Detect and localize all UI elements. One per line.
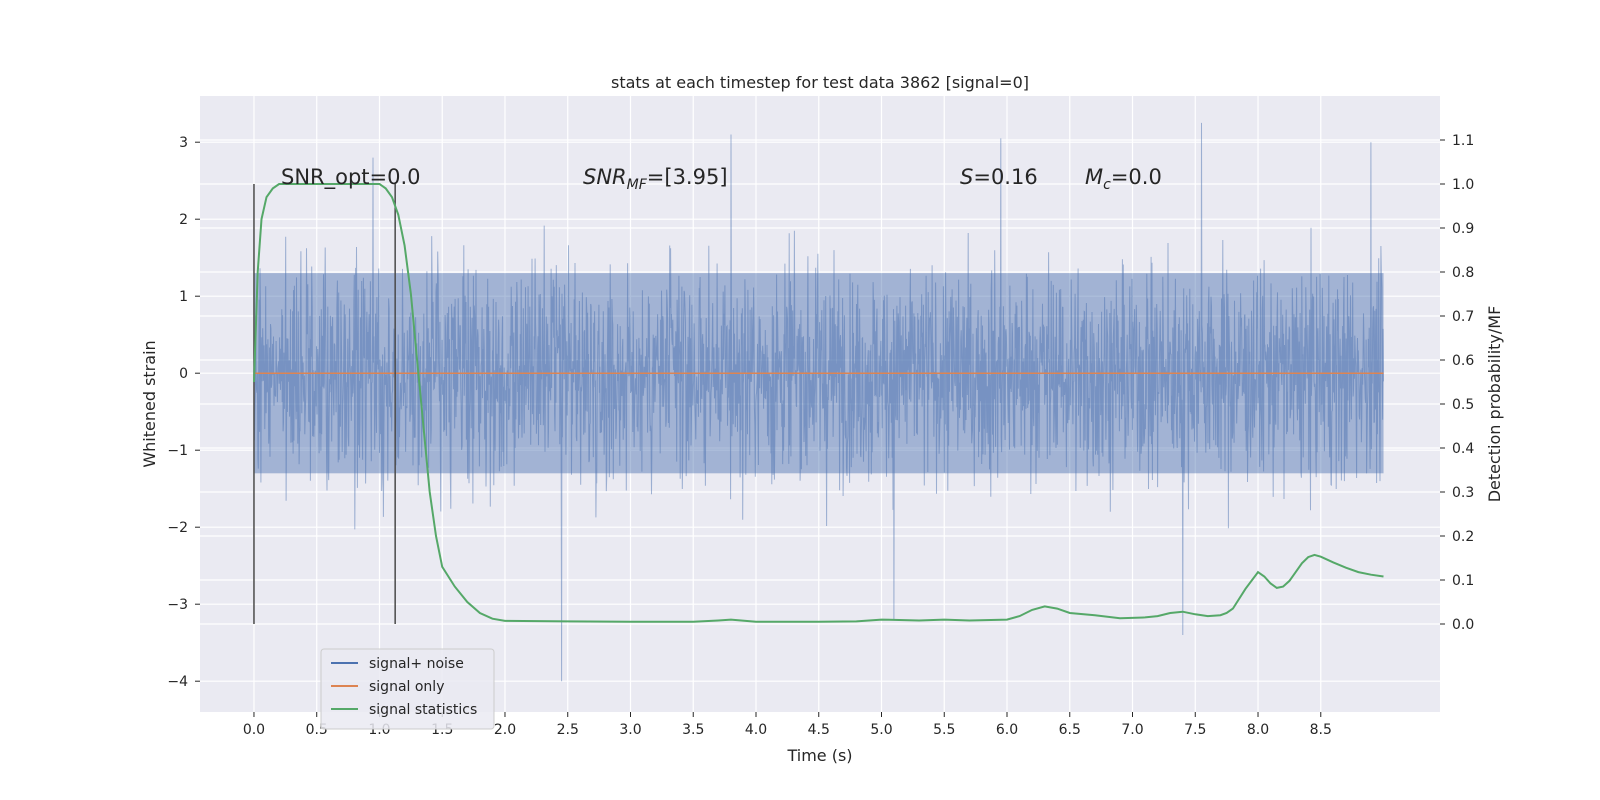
- y2-tick-label: 0.5: [1452, 397, 1474, 413]
- x-axis-label: Time (s): [786, 746, 852, 765]
- annotation-s-value: =0.16: [973, 165, 1037, 189]
- series-signal-statistics: [253, 183, 1384, 623]
- y-tick-label: −4: [167, 674, 188, 690]
- x-tick-label: 0.0: [243, 722, 265, 738]
- y-tick-label: 0: [179, 366, 188, 382]
- legend-label-signal-only: signal only: [369, 679, 444, 695]
- legend-box: [320, 648, 495, 730]
- annotation-mc-value: =0.0: [1111, 165, 1162, 189]
- y2-tick-label: 0.9: [1452, 221, 1474, 237]
- chart-title: stats at each timestep for test data 386…: [611, 73, 1029, 92]
- annotation-snr-mf-value: =[3.95]: [647, 165, 728, 189]
- x-tick-label: 6.0: [996, 722, 1018, 738]
- annotation-mc-subscript: c: [1103, 177, 1111, 193]
- x-tick-label: 2.5: [557, 722, 579, 738]
- annotation-snr-mf: SNRMF=[3.95]: [583, 165, 728, 193]
- x-tick-label: 6.5: [1059, 722, 1081, 738]
- y-tick-label: −2: [167, 520, 188, 536]
- y2-tick-label: 0.4: [1452, 441, 1474, 457]
- x-tick-label: 7.5: [1184, 722, 1206, 738]
- x-tick-label: 4.5: [808, 722, 830, 738]
- y-axis-left: −4 −3 −2 −1 0 1 2 3: [167, 135, 200, 690]
- legend-label-signal-noise: signal+ noise: [369, 656, 464, 672]
- annotation-snr-mf-symbol: SNR: [583, 165, 627, 189]
- y2-tick-label: 1.1: [1452, 133, 1474, 149]
- y2-axis-label: Detection probability/MF: [1485, 306, 1504, 503]
- x-tick-label: 3.5: [682, 722, 704, 738]
- y2-tick-label: 0.2: [1452, 529, 1474, 545]
- x-tick-label: 2.0: [494, 722, 516, 738]
- y2-tick-label: 1.0: [1452, 177, 1474, 193]
- x-tick-label: 5.0: [870, 722, 892, 738]
- y-axis-right: 0.0 0.1 0.2 0.3 0.4 0.5 0.6 0.7 0.8 0.9 1.0 1.1: [1440, 133, 1474, 633]
- annotation-s-symbol: S: [960, 165, 973, 189]
- y-tick-label: 1: [179, 289, 188, 305]
- annotation-mc-symbol: M: [1085, 165, 1103, 189]
- y-tick-label: −3: [167, 597, 188, 613]
- y2-tick-label: 0.3: [1452, 485, 1474, 501]
- y-tick-label: 2: [179, 212, 188, 228]
- annotation-snr-mf-subscript: MF: [627, 177, 648, 193]
- y-axis-label: Whitened strain: [140, 340, 159, 467]
- annotation-mc: Mc=0.0: [1085, 165, 1162, 193]
- x-tick-label: 8.0: [1247, 722, 1269, 738]
- y-tick-label: −1: [167, 443, 188, 459]
- noise-trace: [253, 122, 1384, 682]
- legend-label-signal-statistics: signal statistics: [369, 702, 477, 718]
- x-tick-label: 7.0: [1121, 722, 1143, 738]
- y2-tick-label: 0.0: [1452, 617, 1474, 633]
- x-tick-label: 5.5: [933, 722, 955, 738]
- x-tick-label: 3.0: [619, 722, 641, 738]
- annotation-snr-opt: SNR_opt=0.0: [281, 165, 421, 190]
- y2-tick-label: 0.1: [1452, 573, 1474, 589]
- x-tick-label: 4.0: [745, 722, 767, 738]
- y2-tick-label: 0.8: [1452, 265, 1474, 281]
- y-tick-label: 3: [179, 135, 188, 151]
- vertical-markers: [253, 184, 396, 624]
- legend: signal+ noise signal only signal statist…: [320, 648, 495, 730]
- y2-tick-label: 0.7: [1452, 309, 1474, 325]
- annotation-s: S=0.16: [960, 165, 1038, 189]
- y2-tick-label: 0.6: [1452, 353, 1474, 369]
- x-tick-label: 8.5: [1310, 722, 1332, 738]
